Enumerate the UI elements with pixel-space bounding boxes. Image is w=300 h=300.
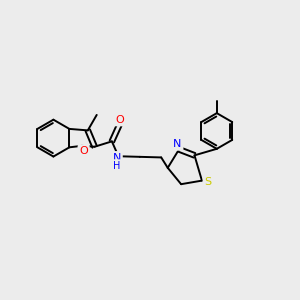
Text: H: H [113,161,121,171]
Text: S: S [204,177,211,187]
Text: N: N [113,153,121,163]
Text: O: O [116,115,124,125]
Text: N: N [173,139,182,149]
Text: O: O [79,146,88,156]
